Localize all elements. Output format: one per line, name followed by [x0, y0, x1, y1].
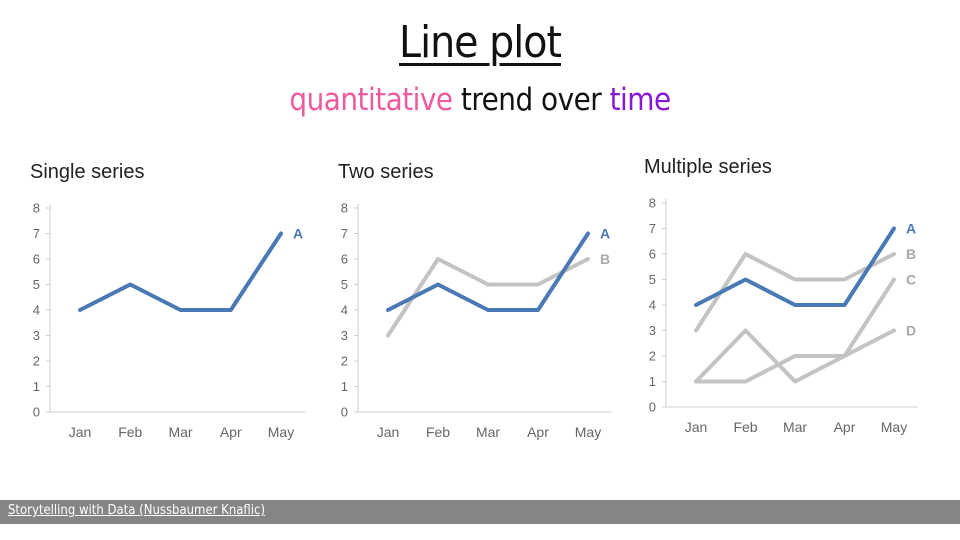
- x-tick-label: Jan: [69, 424, 92, 440]
- x-tick-label: May: [268, 424, 294, 440]
- series-label-a: A: [906, 221, 916, 237]
- series-line-c: [694, 277, 896, 384]
- y-tick-label: 4: [341, 303, 348, 318]
- chart-title: Two series: [338, 161, 434, 183]
- series-line-b: [694, 252, 896, 333]
- x-tick-label: Mar: [476, 424, 500, 440]
- subtitle-middle: trend over: [452, 82, 610, 118]
- series-label-d: D: [906, 323, 916, 339]
- slide-title: Line plot: [399, 17, 562, 68]
- y-tick-label: 0: [649, 400, 656, 415]
- x-tick-label: Apr: [527, 424, 549, 440]
- y-tick-label: 5: [341, 277, 348, 292]
- y-tick-label: 5: [649, 272, 656, 287]
- x-tick-label: Apr: [220, 424, 242, 440]
- subtitle-time: time: [609, 82, 672, 118]
- x-tick-label: Jan: [377, 424, 400, 440]
- y-tick-label: 4: [649, 298, 656, 313]
- y-tick-label: 6: [341, 252, 348, 267]
- x-tick-label: Jan: [685, 419, 708, 435]
- x-tick-label: Feb: [733, 419, 757, 435]
- series-line-a: [386, 231, 590, 312]
- y-tick-label: 3: [649, 323, 656, 338]
- x-tick-label: Mar: [168, 424, 192, 440]
- series-label-b: B: [600, 251, 610, 267]
- series-label-a: A: [293, 226, 303, 242]
- y-tick-label: 7: [341, 226, 348, 241]
- y-tick-label: 1: [33, 379, 40, 394]
- series-label-c: C: [906, 272, 916, 288]
- y-tick-label: 7: [33, 226, 40, 241]
- y-tick-label: 5: [33, 277, 40, 292]
- y-tick-label: 8: [341, 201, 348, 216]
- x-tick-label: May: [881, 419, 907, 435]
- series-line-a: [78, 231, 283, 312]
- x-tick-label: Mar: [783, 419, 807, 435]
- x-tick-label: Feb: [118, 424, 142, 440]
- y-tick-label: 2: [649, 349, 656, 364]
- y-tick-label: 1: [649, 374, 656, 389]
- y-tick-label: 7: [649, 221, 656, 236]
- slide-header: Line plot quantitative trend over time: [0, 14, 960, 120]
- chart-3: Multiple series 0 1 2 3 4 5 6 7 8 Jan Feb Mar Apr May B…: [644, 156, 918, 435]
- y-tick-label: 8: [649, 196, 656, 211]
- chart-2: Two series 0 1 2 3 4 5 6 7 8 Jan Feb Mar Apr May BA: [338, 161, 612, 440]
- y-tick-label: 6: [33, 252, 40, 267]
- series-label-b: B: [906, 246, 916, 262]
- y-tick-label: 3: [33, 328, 40, 343]
- chart-1: Single series 0 1 2 3 4 5 6 7 8 Jan Feb Mar Apr May A: [30, 161, 305, 440]
- subtitle-quantitative: quantitative: [289, 82, 453, 118]
- x-tick-label: Apr: [834, 419, 856, 435]
- y-tick-label: 0: [341, 405, 348, 420]
- y-tick-label: 0: [33, 405, 40, 420]
- footer-bar: Storytelling with Data (Nussbaumer Knafl…: [0, 500, 960, 524]
- x-tick-label: Feb: [426, 424, 450, 440]
- y-tick-label: 6: [649, 247, 656, 262]
- series-line-a: [694, 226, 896, 307]
- y-tick-label: 4: [33, 303, 40, 318]
- series-label-a: A: [600, 226, 610, 242]
- y-tick-label: 3: [341, 328, 348, 343]
- y-tick-label: 2: [33, 354, 40, 369]
- x-tick-label: May: [575, 424, 601, 440]
- series-line-b: [386, 257, 590, 338]
- slide-subtitle: quantitative trend over time: [0, 80, 960, 120]
- y-tick-label: 2: [341, 354, 348, 369]
- chart-title: Single series: [30, 161, 145, 183]
- y-tick-label: 8: [33, 201, 40, 216]
- series-line-d: [694, 328, 896, 384]
- footer-citation[interactable]: Storytelling with Data (Nussbaumer Knafl…: [8, 503, 266, 518]
- y-tick-label: 1: [341, 379, 348, 394]
- chart-title: Multiple series: [644, 156, 772, 178]
